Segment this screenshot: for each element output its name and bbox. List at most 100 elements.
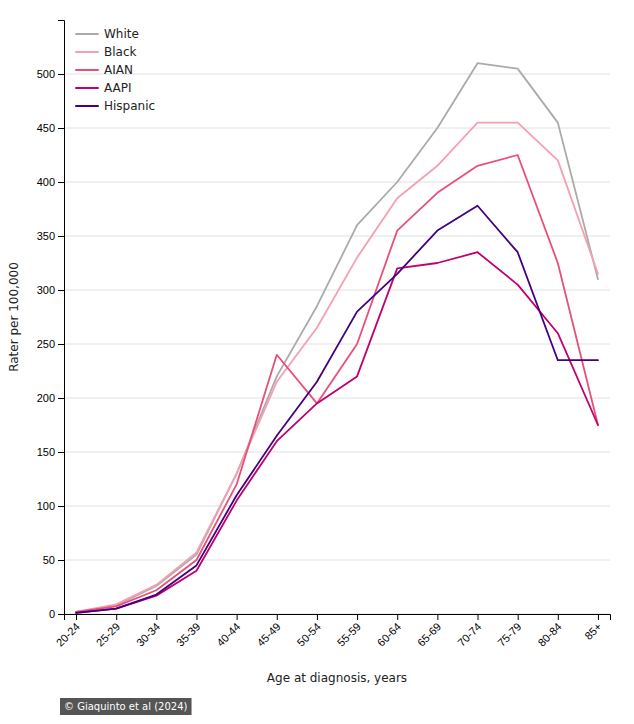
tick-mark (116, 614, 117, 620)
tick: 55-59 (335, 614, 363, 649)
legend-item: AIAN (76, 63, 133, 77)
grid (64, 74, 610, 614)
legend-label: AIAN (104, 63, 133, 77)
tick-mark (397, 614, 398, 620)
tick-label: 65-69 (415, 620, 443, 648)
grid-line (64, 290, 610, 291)
tick-label: 400 (37, 176, 55, 188)
legend-item: Black (76, 45, 137, 59)
tick-mark (58, 344, 64, 345)
tick: 400 (37, 176, 64, 188)
tick-label: 500 (37, 68, 55, 80)
x-axis-title: Age at diagnosis, years (267, 671, 407, 685)
tick-mark (58, 128, 64, 129)
chart: 05010015020025030035040045050020-2425-29… (0, 0, 634, 724)
legend-label: White (104, 27, 139, 41)
tick-mark (58, 182, 64, 183)
tick-label: 50 (43, 554, 55, 566)
tick-label: 40-44 (214, 620, 242, 648)
legend-item: Hispanic (76, 99, 155, 113)
grid-line (64, 344, 610, 345)
grid-line (64, 506, 610, 507)
legend-label: Black (104, 45, 137, 59)
tick: 45-49 (254, 614, 282, 649)
tick: 50 (43, 554, 64, 566)
y-axis: 0 50 100 150 200 250 300 350 400 450 500 (37, 21, 65, 621)
tick: 70-74 (455, 614, 483, 649)
tick-label: 100 (37, 500, 55, 512)
axis-domain (65, 615, 611, 621)
legend-swatch (76, 51, 98, 53)
plot: 05010015020025030035040045050020-2425-29… (7, 21, 611, 716)
tick: 500 (37, 68, 64, 80)
tick-mark (357, 614, 358, 620)
legend-item: White (76, 27, 139, 41)
tick: 150 (37, 446, 64, 458)
tick-label: 20-24 (54, 620, 82, 648)
tick-mark (518, 614, 519, 620)
tick-label: 55-59 (335, 620, 363, 648)
legend-label: AAPI (104, 81, 132, 95)
line (76, 63, 598, 612)
line (76, 206, 598, 613)
tick-mark (156, 614, 157, 620)
tick: 65-69 (415, 614, 443, 649)
tick-label: 350 (37, 230, 55, 242)
tick-mark (58, 398, 64, 399)
line (76, 123, 598, 612)
tick-mark (58, 614, 64, 615)
tick: 0 (49, 608, 64, 620)
axis-domain (58, 21, 65, 615)
tick-label: 60-64 (375, 620, 403, 648)
tick-label: 80-84 (535, 620, 563, 648)
tick-label: 85+ (582, 620, 604, 642)
tick-label: 200 (37, 392, 55, 404)
x-axis: 20-2425-2930-3435-3940-4445-4950-5455-59… (54, 614, 611, 649)
y-axis-title: Rater per 100,000 (7, 262, 21, 372)
tick-label: 35-39 (174, 620, 202, 648)
tick-label: 30-34 (134, 620, 162, 648)
annotation: © Giaquinto et al (2024) (60, 698, 192, 715)
tick: 30-34 (134, 614, 162, 649)
tick-label: 300 (37, 284, 55, 296)
tick-label: 250 (37, 338, 55, 350)
tick-mark (58, 560, 64, 561)
legend-item: AAPI (76, 81, 132, 95)
tick-mark (317, 614, 318, 620)
tick: 80-84 (535, 614, 563, 649)
tick-mark (58, 506, 64, 507)
grid-line (64, 128, 610, 129)
tick-mark (277, 614, 278, 620)
tick-mark (598, 614, 599, 620)
tick: 60-64 (375, 614, 403, 649)
grid-line (64, 398, 610, 399)
legend-swatch (76, 33, 98, 35)
tick: 250 (37, 338, 64, 350)
tick: 50-54 (294, 614, 322, 649)
tick-mark (558, 614, 559, 620)
tick-mark (58, 290, 64, 291)
legend-label: Hispanic (104, 99, 155, 113)
tick-mark (76, 614, 77, 620)
tick-label: 150 (37, 446, 55, 458)
tick-label: 45-49 (254, 620, 282, 648)
tick: 300 (37, 284, 64, 296)
legend-swatch (76, 87, 98, 89)
annotation-box (60, 698, 192, 715)
grid-line (64, 74, 610, 75)
annotation-text: © Giaquinto et al (2024) (64, 701, 188, 712)
tick: 35-39 (174, 614, 202, 649)
tick: 450 (37, 122, 64, 134)
line (76, 155, 598, 612)
tick-mark (58, 74, 64, 75)
line (76, 252, 598, 613)
tick-label: 0 (49, 608, 55, 620)
tick-label: 70-74 (455, 620, 483, 648)
tick-label: 50-54 (294, 620, 322, 648)
tick: 20-24 (54, 614, 82, 649)
grid-line (64, 452, 610, 453)
tick-mark (478, 614, 479, 620)
legend: White Black AIAN AAPI Hispanic (76, 27, 155, 113)
legend-swatch (76, 105, 98, 107)
tick: 350 (37, 230, 64, 242)
